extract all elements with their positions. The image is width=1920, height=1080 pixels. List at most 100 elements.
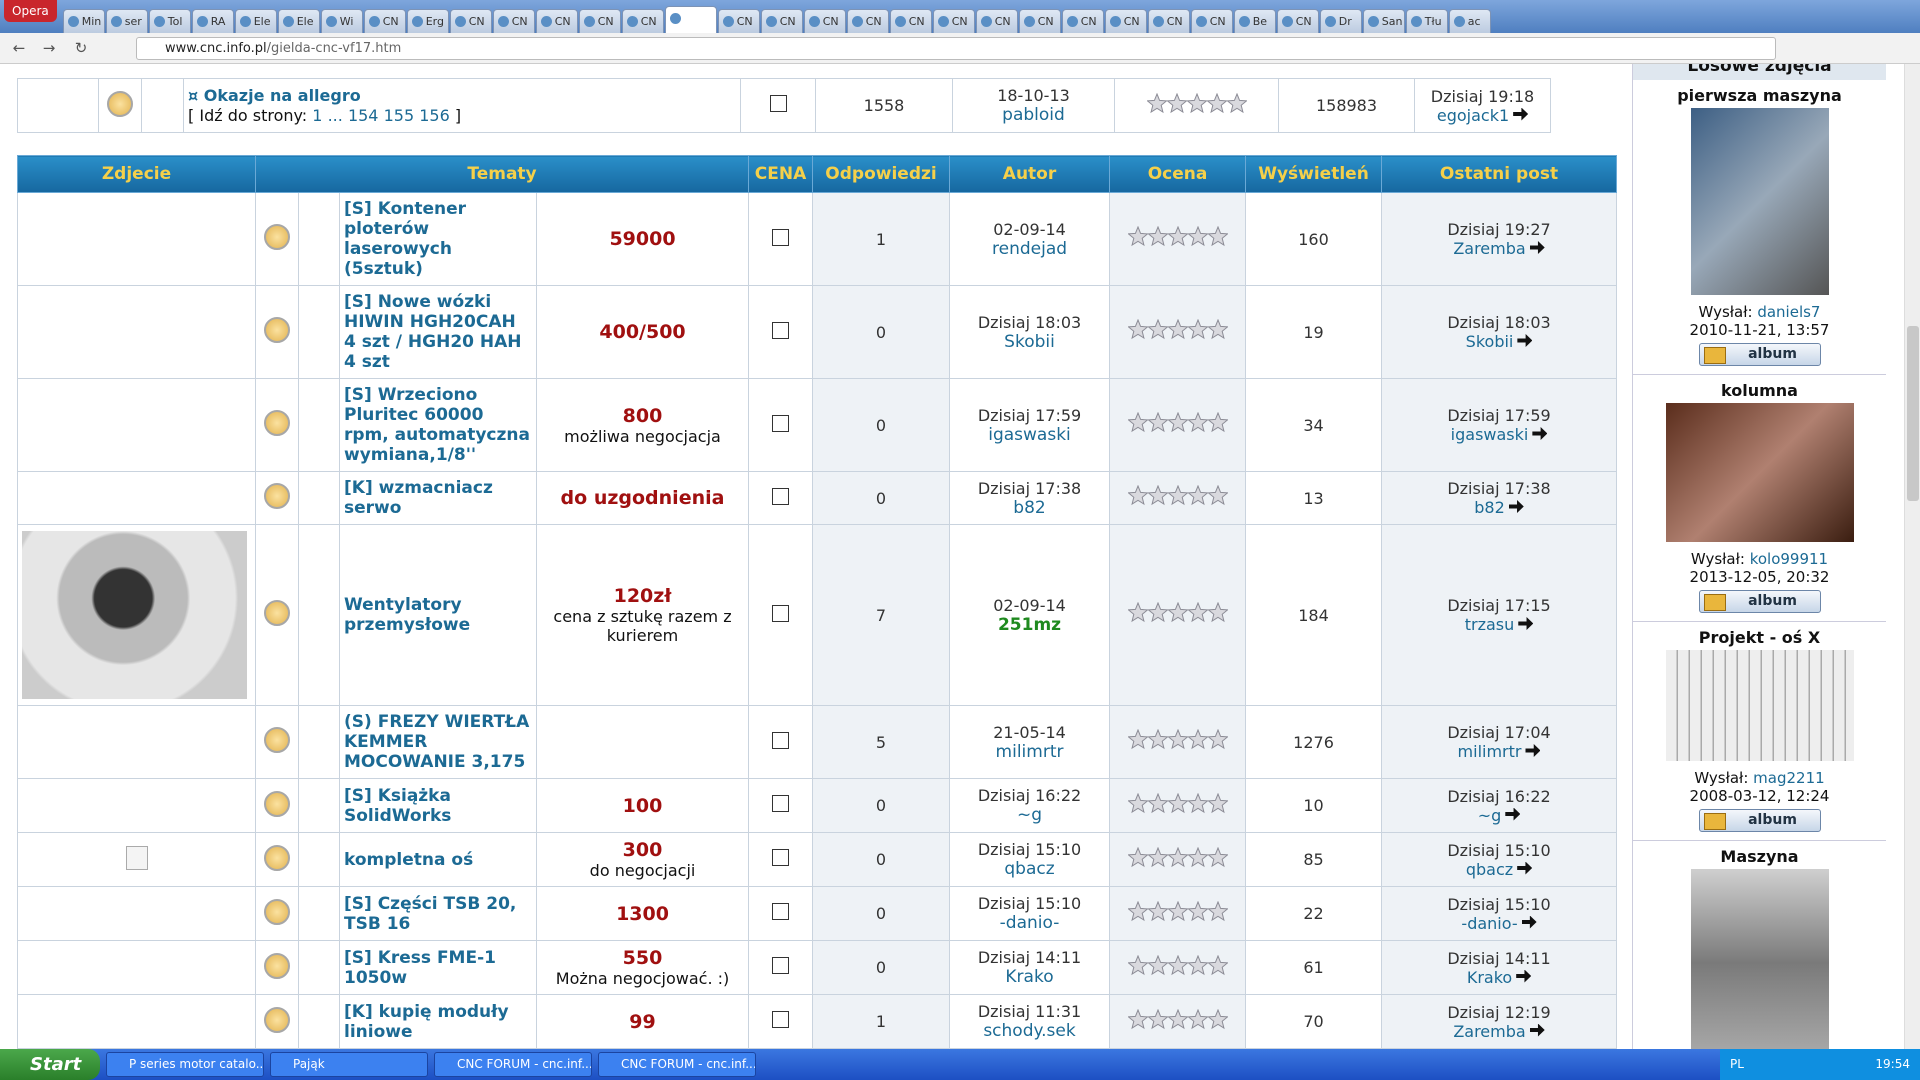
tab[interactable]: CN (1104, 9, 1147, 33)
tab[interactable]: Dr (1319, 9, 1362, 33)
checkbox[interactable] (772, 1011, 790, 1028)
task[interactable]: Pająk (270, 1052, 428, 1077)
last-user[interactable]: b82 (1474, 498, 1505, 517)
tab[interactable]: CN (578, 9, 621, 33)
tab[interactable]: CN (1018, 9, 1061, 33)
author[interactable]: qbacz (1004, 859, 1055, 879)
topic[interactable]: [K] wzmacniacz serwo (339, 471, 537, 525)
last-user[interactable]: -danio- (1461, 913, 1518, 933)
page-link[interactable]: 154 (347, 105, 379, 125)
last-user[interactable]: milimrtr (1457, 742, 1522, 761)
checkbox[interactable] (772, 903, 790, 920)
go-icon[interactable] (1513, 107, 1529, 121)
go-icon[interactable] (1505, 807, 1521, 821)
checkbox[interactable] (772, 604, 790, 622)
checkbox[interactable] (772, 795, 790, 812)
forward-button[interactable]: → (42, 39, 56, 57)
photo[interactable] (1665, 650, 1854, 761)
topic[interactable]: Wentylatory przemysłowe (339, 524, 537, 706)
checkbox[interactable] (772, 487, 790, 505)
topic[interactable]: [S] Nowe wózki HIWIN HGH20CAH 4 szt / HG… (339, 285, 537, 379)
author[interactable]: b82 (1013, 497, 1046, 518)
tab[interactable]: CN (1276, 9, 1319, 33)
tab[interactable]: San (1362, 9, 1405, 33)
reload-button[interactable]: ↻ (74, 39, 88, 57)
go-icon[interactable] (1521, 915, 1537, 929)
album-button[interactable]: album (1698, 809, 1821, 832)
topic[interactable]: (S) FREZY WIERTŁA KEMMER MOCOWANIE 3,175 (339, 705, 537, 779)
go-icon[interactable] (1518, 617, 1534, 630)
url-field[interactable]: www.cnc.info.pl/gielda-cnc-vf17.htm (136, 37, 1776, 60)
sender-user[interactable]: kolo99911 (1749, 550, 1829, 568)
back-button[interactable]: ← (12, 39, 26, 57)
author[interactable]: igaswaski (988, 424, 1071, 445)
page-link[interactable]: 155 (383, 105, 415, 125)
last-user[interactable]: igaswaski (1450, 425, 1529, 444)
tab[interactable]: CN (846, 9, 889, 33)
topic[interactable]: [S] Książka SolidWorks (339, 778, 537, 833)
photo[interactable] (1690, 869, 1829, 1049)
go-icon[interactable] (1532, 427, 1548, 440)
last-user[interactable]: Skobii (1465, 332, 1514, 351)
tab[interactable]: RA (191, 9, 234, 33)
lang[interactable]: PL (1730, 1057, 1744, 1071)
topic[interactable]: kompletna oś (339, 832, 537, 887)
last-user[interactable]: qbacz (1465, 859, 1514, 879)
topic[interactable]: [S] Wrzeciono Pluritec 60000 rpm, automa… (339, 378, 537, 472)
checkbox[interactable] (772, 849, 790, 866)
go-icon[interactable] (1516, 969, 1532, 983)
author[interactable]: ~g (1016, 805, 1043, 825)
menu-button[interactable]: Opera (4, 0, 57, 22)
checkbox[interactable] (772, 228, 790, 246)
topic-link[interactable]: ¤ Okazje na allegro (188, 85, 361, 105)
go-icon[interactable] (1508, 500, 1524, 513)
topic[interactable]: [K] kupię moduły liniowe (339, 994, 537, 1049)
tab[interactable]: Ele (277, 9, 320, 33)
author[interactable]: -danio- (999, 913, 1060, 933)
tab[interactable]: Min (62, 9, 105, 33)
author[interactable]: 251mz (997, 614, 1062, 635)
last-user[interactable]: ~g (1477, 805, 1502, 825)
tab[interactable]: CN (449, 9, 492, 33)
photo[interactable] (1665, 403, 1854, 542)
tab[interactable]: Tłu (1405, 9, 1448, 33)
go-icon[interactable] (1517, 334, 1533, 347)
go-icon[interactable] (1529, 241, 1545, 254)
tab[interactable]: ac (1448, 9, 1491, 33)
last-user[interactable]: egojack1 (1436, 105, 1510, 125)
checkbox[interactable] (772, 731, 790, 749)
topic[interactable]: [S] Części TSB 20, TSB 16 (339, 886, 537, 941)
checkbox[interactable] (772, 321, 790, 339)
go-icon[interactable] (1517, 861, 1533, 875)
checkbox[interactable] (772, 957, 790, 974)
task[interactable]: CNC FORUM - cnc.inf... (598, 1052, 756, 1077)
page-link[interactable]: 156 (419, 105, 450, 125)
author[interactable]: Skobii (1004, 331, 1055, 352)
tab[interactable]: ser (105, 9, 148, 33)
tab[interactable]: CN (717, 9, 760, 33)
album-button[interactable]: album (1698, 590, 1821, 613)
tab[interactable]: CN (760, 9, 803, 33)
topic[interactable]: [S] Kontener ploterów laserowych (5sztuk… (339, 192, 537, 286)
author[interactable]: schody.sek (983, 1021, 1076, 1041)
scroll-thumb[interactable] (1907, 326, 1919, 501)
author[interactable]: milimrtr (995, 741, 1064, 762)
sender-user[interactable]: daniels7 (1757, 303, 1821, 321)
task[interactable]: CNC FORUM - cnc.inf... (434, 1052, 592, 1077)
tab[interactable]: CN (889, 9, 932, 33)
last-user[interactable]: trzasu (1464, 615, 1515, 634)
last-user[interactable]: Krako (1466, 967, 1513, 987)
tab[interactable]: CN (363, 9, 406, 33)
tab[interactable]: Wi (320, 9, 363, 33)
author[interactable]: pabloid (1002, 105, 1065, 125)
tab[interactable] (664, 6, 717, 33)
tab[interactable]: CN (492, 9, 535, 33)
tab[interactable]: CN (1147, 9, 1190, 33)
author[interactable]: Krako (1005, 967, 1054, 987)
checkbox[interactable] (769, 95, 787, 112)
tab[interactable]: Tol (148, 9, 191, 33)
tab[interactable]: CN (1190, 9, 1233, 33)
tab[interactable]: CN (803, 9, 846, 33)
author[interactable]: rendejad (992, 238, 1068, 259)
tab[interactable]: CN (975, 9, 1018, 33)
